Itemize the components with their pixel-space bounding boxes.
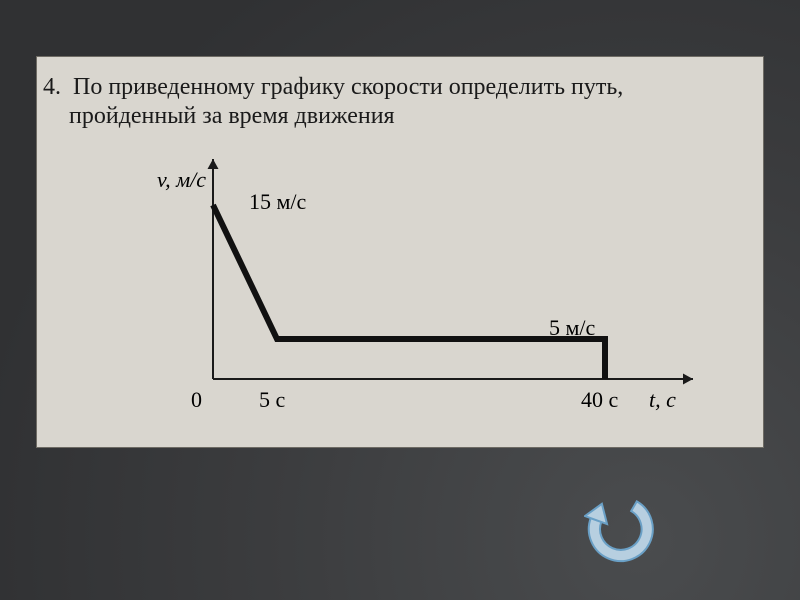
value-label-15: 15 м/с: [249, 189, 306, 215]
question-line-1: По приведенному графику скорости определ…: [73, 74, 623, 100]
x-axis-label: t, с: [649, 387, 676, 413]
refresh-arrow-icon[interactable]: [584, 498, 664, 572]
velocity-chart: v, м/с t, с 15 м/с 5 м/с 0 5 с 40 с: [149, 151, 699, 431]
y-axis-label: v, м/с: [157, 167, 206, 193]
chart-series: [213, 205, 605, 379]
problem-card: 4. По приведенному графику скорости опре…: [36, 56, 764, 448]
tick-40s: 40 с: [581, 387, 618, 413]
value-label-5: 5 м/с: [549, 315, 595, 341]
question-number: 4.: [43, 73, 67, 102]
tick-5s: 5 с: [259, 387, 285, 413]
refresh-arrow-svg: [584, 498, 664, 572]
tick-zero: 0: [191, 387, 202, 413]
question-text: 4. По приведенному графику скорости опре…: [69, 73, 749, 132]
question-line-2: пройденный за время движения: [69, 103, 395, 129]
